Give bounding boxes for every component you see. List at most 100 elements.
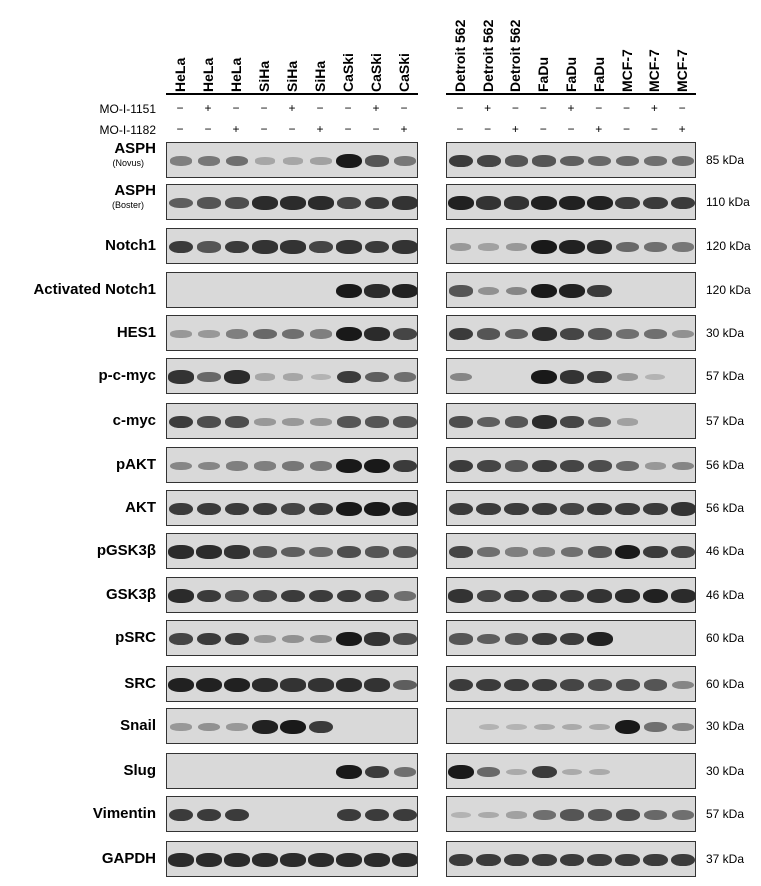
blot-band xyxy=(365,416,389,428)
blot-band xyxy=(253,328,277,340)
blot-band xyxy=(337,416,361,428)
right-blot-panel xyxy=(446,447,696,483)
blot-band xyxy=(252,678,278,692)
right-blot-panel xyxy=(446,796,696,832)
blot-band xyxy=(224,632,250,646)
blot-band xyxy=(616,328,639,340)
blot-band xyxy=(476,853,501,867)
right-treatment-symbol: − xyxy=(456,122,464,136)
blot-band xyxy=(670,502,695,516)
blot-band xyxy=(336,853,362,867)
blot-band xyxy=(308,196,334,210)
blot-band xyxy=(364,240,390,254)
left-blot-panel xyxy=(166,315,418,351)
protein-label: AKT xyxy=(0,499,156,517)
blot-band xyxy=(196,416,222,428)
left-blot-panel xyxy=(166,620,418,656)
left-lane-label: CaSki xyxy=(340,53,356,92)
left-lane-label: HeLa xyxy=(200,57,216,92)
blot-band xyxy=(364,589,390,603)
left-treatment-symbol: − xyxy=(204,122,212,136)
right-blot-panel xyxy=(446,533,696,569)
left-blot-panel xyxy=(166,228,418,264)
blot-band xyxy=(448,327,474,341)
left-blot-panel xyxy=(166,403,418,439)
molecular-weight-label: 30 kDa xyxy=(706,764,745,778)
blot-band xyxy=(670,589,695,603)
right-treatment-symbol: − xyxy=(511,101,519,115)
blot-band xyxy=(168,545,194,559)
blot-band xyxy=(671,809,695,821)
blot-band xyxy=(645,373,666,381)
left-blot-panel xyxy=(166,577,418,613)
blot-band xyxy=(616,373,639,381)
blot-band xyxy=(559,589,585,603)
right-blot-panel xyxy=(446,577,696,613)
right-blot-panel xyxy=(446,358,696,394)
protein-label: GSK3β xyxy=(0,586,156,604)
right-lane-label: FaDu xyxy=(590,57,607,92)
blot-band xyxy=(643,545,668,559)
blot-band xyxy=(643,196,668,210)
protein-name: p-c-myc xyxy=(98,367,156,384)
molecular-weight-label: 46 kDa xyxy=(706,544,745,558)
blot-band xyxy=(614,544,641,560)
left-treatment-symbol: − xyxy=(400,101,408,115)
blot-band xyxy=(476,589,501,603)
blot-band xyxy=(588,155,612,167)
blot-band xyxy=(559,502,585,516)
blot-band xyxy=(587,853,613,867)
blot-band xyxy=(587,328,612,340)
blot-band xyxy=(476,416,501,428)
blot-band xyxy=(477,546,501,558)
right-lane-label: FaDu xyxy=(563,57,579,92)
left-blot-panel xyxy=(166,796,418,832)
blot-band xyxy=(504,589,529,603)
blot-band xyxy=(504,853,529,867)
right-blot-panel xyxy=(446,620,696,656)
molecular-weight-label: 37 kDa xyxy=(706,852,745,866)
left-treatment-symbol: − xyxy=(316,101,324,115)
left-blot-panel xyxy=(166,358,418,394)
right-lane-label: MCF-7 xyxy=(618,49,635,92)
right-lane-divider xyxy=(446,93,696,95)
blot-band xyxy=(671,155,695,167)
blot-band xyxy=(559,459,585,473)
blot-band xyxy=(197,241,221,253)
right-treatment-symbol: − xyxy=(484,122,492,136)
right-blot-panel xyxy=(446,753,696,789)
right-blot-panel xyxy=(446,666,696,702)
molecular-weight-label: 46 kDa xyxy=(706,588,745,602)
right-lane-label: Detroit 562 xyxy=(507,19,524,92)
blot-band xyxy=(531,195,557,211)
blot-band xyxy=(308,240,334,254)
right-treatment-symbol: + xyxy=(650,101,658,115)
protein-label: p-c-myc xyxy=(0,367,156,385)
blot-band xyxy=(643,241,667,253)
molecular-weight-label: 56 kDa xyxy=(706,501,745,515)
blot-band xyxy=(614,589,641,603)
left-treatment-symbol: − xyxy=(176,101,184,115)
molecular-weight-label: 30 kDa xyxy=(706,326,745,340)
blot-band xyxy=(168,632,194,646)
protein-name: Activated Notch1 xyxy=(33,281,156,298)
left-treatment-symbol: + xyxy=(204,101,212,115)
blot-band xyxy=(644,462,666,470)
blot-band xyxy=(478,811,499,819)
protein-label: SRC xyxy=(0,675,156,693)
left-blot-panel xyxy=(166,184,418,220)
blot-band xyxy=(335,764,362,780)
blot-band xyxy=(614,719,641,735)
blot-band xyxy=(280,678,306,692)
right-treatment-symbol: + xyxy=(484,101,492,115)
blot-band xyxy=(252,853,278,867)
blot-band xyxy=(280,589,306,603)
blot-band xyxy=(282,157,304,165)
blot-band xyxy=(252,240,278,254)
blot-band xyxy=(476,633,501,645)
antibody-source: (Boster) xyxy=(111,200,144,210)
blot-band xyxy=(559,370,585,384)
molecular-weight-label: 56 kDa xyxy=(706,458,745,472)
protein-label: Vimentin xyxy=(0,805,156,823)
blot-band xyxy=(588,416,612,428)
